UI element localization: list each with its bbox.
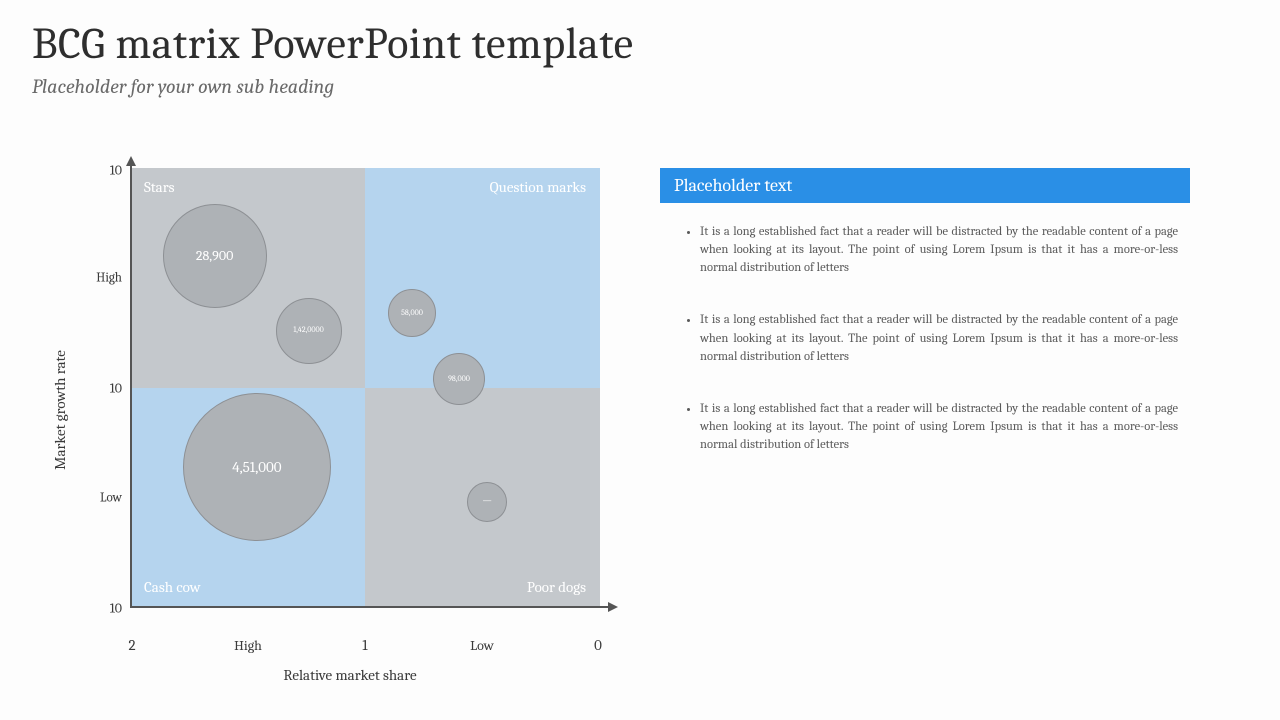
bubble-label: 98,000 bbox=[448, 375, 470, 384]
bullet-item: It is a long established fact that a rea… bbox=[700, 311, 1190, 365]
quadrant-label-cashcow: Cash cow bbox=[144, 578, 201, 596]
x-axis-arrow-icon bbox=[608, 602, 618, 612]
y-axis-label: Market growth rate bbox=[51, 350, 69, 470]
x-band-low: Low bbox=[470, 637, 494, 654]
bubble-label: 1,42,0000 bbox=[293, 326, 323, 335]
side-heading: Placeholder text bbox=[660, 168, 1190, 203]
bubble: 58,000 bbox=[388, 289, 436, 337]
x-band-high: High bbox=[234, 637, 262, 654]
y-axis-arrow-icon bbox=[126, 156, 136, 166]
plot-area: Stars Question marks Cash cow Poor dogs … bbox=[130, 168, 600, 608]
y-band-high: High bbox=[88, 271, 122, 286]
x-axis-label: Relative market share bbox=[283, 666, 416, 684]
x-tick-left: 2 bbox=[128, 636, 135, 654]
slide-title: BCG matrix PowerPoint template bbox=[32, 18, 634, 69]
quadrant-label-poordogs: Poor dogs bbox=[527, 578, 586, 596]
slide-subtitle: Placeholder for your own sub heading bbox=[32, 75, 334, 98]
slide: BCG matrix PowerPoint template Placehold… bbox=[0, 0, 1280, 720]
bcg-chart: Market growth rate 10 High 10 Low 10 Sta… bbox=[70, 160, 630, 660]
x-tick-right: 0 bbox=[594, 636, 602, 654]
x-tick-mid: 1 bbox=[362, 636, 367, 654]
quadrant-label-stars: Stars bbox=[144, 178, 175, 196]
x-axis-line bbox=[130, 606, 610, 608]
quadrant-question-marks: Question marks bbox=[365, 168, 600, 388]
bullet-item: It is a long established fact that a rea… bbox=[700, 400, 1190, 454]
bubble-label: 28,900 bbox=[196, 248, 233, 263]
side-panel: Placeholder text It is a long establishe… bbox=[660, 168, 1190, 488]
bubble-label: 58,000 bbox=[401, 309, 423, 318]
bubble: 28,900 bbox=[163, 204, 267, 308]
bubble-label: — bbox=[483, 497, 492, 507]
y-tick-mid: 10 bbox=[92, 380, 122, 397]
bubble: 98,000 bbox=[433, 353, 485, 405]
side-bullets: It is a long established fact that a rea… bbox=[660, 223, 1190, 454]
bullet-item: It is a long established fact that a rea… bbox=[700, 223, 1190, 277]
y-tick-top: 10 bbox=[92, 162, 122, 179]
bubble: 4,51,000 bbox=[183, 393, 331, 541]
y-tick-bottom: 10 bbox=[92, 600, 122, 617]
bubble: 1,42,0000 bbox=[276, 298, 342, 364]
y-band-low: Low bbox=[88, 491, 122, 506]
quadrant-label-question: Question marks bbox=[490, 178, 586, 196]
y-axis-line bbox=[130, 162, 132, 608]
bubble-label: 4,51,000 bbox=[232, 459, 281, 476]
